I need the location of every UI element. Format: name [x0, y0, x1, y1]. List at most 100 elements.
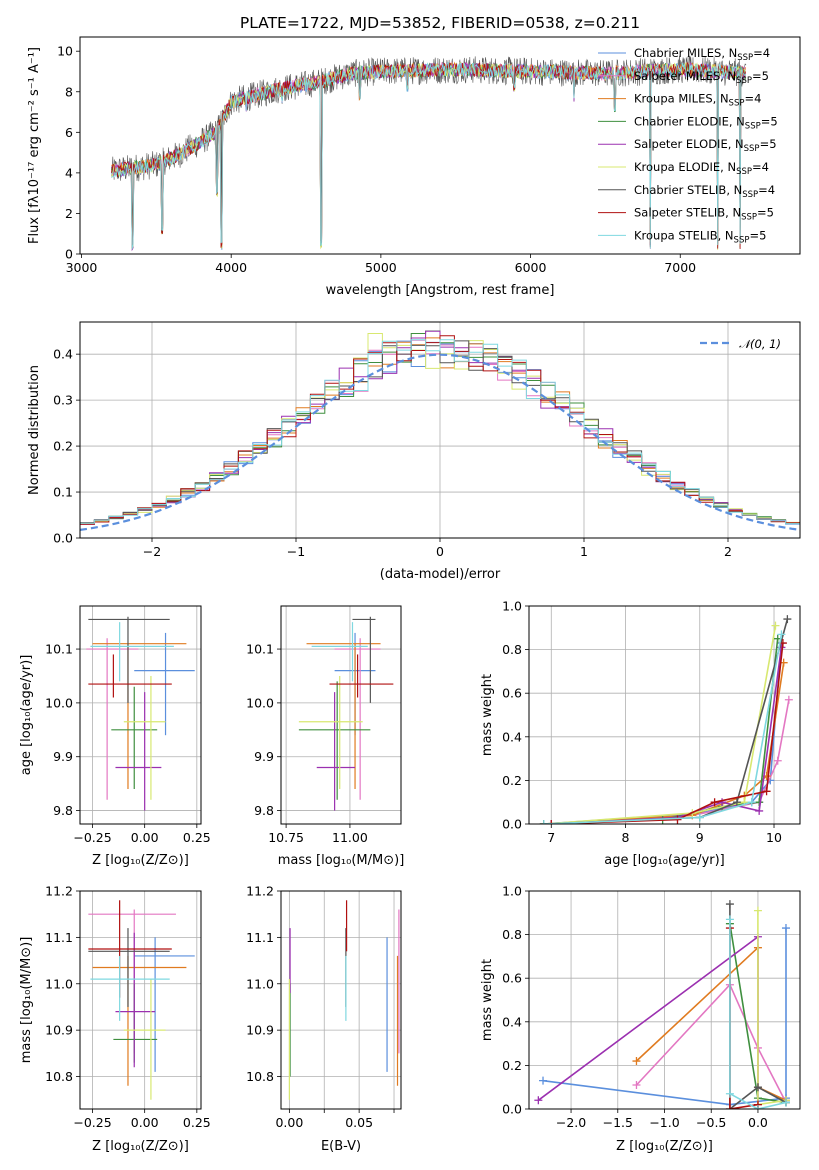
- legend-suffix: =5: [760, 137, 777, 151]
- weight-marker: [718, 798, 727, 807]
- legend-label: Chabrier MILES, N: [634, 46, 737, 60]
- weight-marker: [755, 798, 764, 807]
- y-axis-label: age [log₁₀(age/yr)]: [19, 655, 34, 776]
- histogram-step-series-6: [80, 340, 800, 524]
- axes-frame: [79, 890, 202, 1110]
- massweight-vs-age-panel: 7 8 9 10 0.0 0.2 0.4 0.6 0.8 1.0 age [log₁₀(age/yr…: [480, 599, 801, 868]
- y-tick-label: 0.0: [53, 531, 73, 546]
- histogram-group: [80, 330, 800, 531]
- legend-suffix: =4: [758, 183, 775, 197]
- x-tick-label: 10.75: [268, 830, 304, 845]
- x-tick-label: 0.00: [131, 830, 159, 845]
- axes-frame: [79, 321, 801, 539]
- y-tick-label: 8: [65, 84, 73, 99]
- legend-entry-normal: 𝒩(0, 1): [739, 337, 781, 351]
- legend-label: Chabrier ELODIE, N: [634, 114, 745, 128]
- mass-vs-metallicity-panel: −0.25 0.00 0.25 10.8 10.9 11.0 11.1 11.2 Z [log₁…: [19, 884, 211, 1155]
- weight-line-series-1: [551, 699, 790, 824]
- legend-entry-0: Chabrier MILES, NSSP=4: [634, 46, 770, 63]
- y-tick-label: 0.4: [502, 1014, 522, 1029]
- weight-marker: [725, 900, 734, 909]
- x-tick-label: 0.05: [345, 1115, 373, 1130]
- legend-suffix: =5: [749, 228, 766, 242]
- spectra-group: [111, 55, 747, 252]
- x-tick-label: 0.00: [131, 1115, 159, 1130]
- y-tick-label: 0.4: [502, 729, 522, 744]
- chart-title: PLATE=1722, MJD=53852, FIBERID=0538, z=0…: [240, 14, 640, 32]
- y-tick-label: 10: [57, 44, 73, 59]
- y-tick-label: 10.0: [246, 695, 274, 710]
- weight-marker: [539, 1076, 548, 1085]
- x-tick-label: −0.25: [73, 830, 111, 845]
- legend-suffix: =4: [753, 46, 770, 60]
- y-tick-label: 9.8: [53, 803, 73, 818]
- x-tick-label: 0: [436, 544, 444, 559]
- x-tick-label: 7000: [664, 260, 696, 275]
- weight-line-series-2: [543, 662, 785, 824]
- axes-frame: [79, 36, 801, 255]
- weight-marker: [710, 798, 719, 807]
- weight-marker: [747, 798, 756, 807]
- x-tick-label: 8: [622, 830, 630, 845]
- legend-subscript: SSP: [737, 53, 753, 63]
- weight-marker: [753, 906, 762, 915]
- y-tick-label: 6: [65, 125, 73, 140]
- weight-marker: [547, 820, 556, 824]
- x-tick-label: 2: [724, 544, 732, 559]
- y-tick-label: 9.8: [254, 803, 274, 818]
- y-tick-label: 0: [65, 247, 73, 262]
- weight-marker: [755, 806, 764, 815]
- legend-suffix: =4: [752, 160, 769, 174]
- weight-marker: [771, 621, 780, 630]
- x-axis-label: wavelength [Angstrom, rest frame]: [326, 283, 555, 298]
- legend-entry-8: Kroupa STELIB, NSSP=5: [634, 228, 766, 245]
- legend-label: Chabrier STELIB, N: [634, 183, 742, 197]
- x-tick-label: 9: [696, 830, 704, 845]
- legend-label: Salpeter ELODIE, N: [634, 137, 744, 151]
- massweight-vs-metallicity-panel: −2.0 −1.5 −1.0 −0.5 0.0 0.0 0.2 0.4 0.6 0.8 1.0 Z […: [480, 884, 801, 1154]
- residual-histogram-panel: −2 −1 0 1 2 0.0 0.1 0.2 0.3 0.4 𝒩(0, 1) (data-model…: [27, 321, 801, 582]
- x-axis-label: Z [log₁₀(Z/Z⊙)]: [92, 853, 189, 868]
- axes-frame: [528, 890, 801, 1110]
- legend-label: Salpeter MILES, N: [634, 69, 736, 83]
- axes-frame: [79, 605, 202, 825]
- x-axis-label: age [log₁₀(age/yr)]: [604, 853, 725, 868]
- spectrum-panel: 3000 4000 5000 6000 7000 0 2 4 6 8 10 PLATE=1722, M…: [27, 14, 801, 298]
- y-tick-label: 0.2: [53, 439, 73, 454]
- y-tick-label: 10.9: [45, 1023, 73, 1038]
- y-tick-label: 11.1: [246, 930, 274, 945]
- legend-label: Kroupa MILES, N: [634, 92, 729, 106]
- legend-label: Kroupa STELIB, N: [634, 228, 734, 242]
- x-tick-label: −0.25: [73, 1115, 111, 1130]
- weight-marker: [784, 695, 793, 704]
- age-vs-metallicity-panel: −0.25 0.00 0.25 9.8 9.9 10.0 10.1 Z [log₁₀(Z/Z⊙…: [19, 605, 211, 868]
- legend-entry-5: Kroupa ELODIE, NSSP=4: [634, 160, 769, 177]
- legend-subscript: SSP: [744, 144, 760, 154]
- y-tick-label: 10.9: [246, 1023, 274, 1038]
- legend-suffix: =4: [744, 92, 761, 106]
- x-tick-label: 4000: [215, 260, 247, 275]
- x-tick-label: −0.5: [696, 1115, 726, 1130]
- y-tick-label: 1.0: [502, 599, 522, 614]
- legend-entry-7: Salpeter STELIB, NSSP=5: [634, 206, 774, 223]
- legend-subscript: SSP: [741, 213, 757, 223]
- weight-marker: [732, 798, 741, 807]
- y-tick-label: 1.0: [502, 884, 522, 899]
- weight-line-series-4: [551, 647, 783, 824]
- axes-frame: [528, 605, 801, 825]
- weight-marker: [673, 815, 682, 824]
- y-tick-label: 9.9: [53, 749, 73, 764]
- y-axis-label: Flux [fλ10⁻¹⁷ erg cm⁻² s⁻¹ A⁻¹]: [27, 47, 42, 244]
- y-tick-label: 0.8: [502, 927, 522, 942]
- legend-entry-2: Kroupa MILES, NSSP=4: [634, 92, 761, 109]
- y-tick-label: 4: [65, 165, 73, 180]
- y-axis-label: mass weight: [480, 674, 495, 756]
- y-tick-label: 11.1: [45, 930, 73, 945]
- y-tick-label: 10.1: [45, 642, 73, 657]
- weight-marker: [539, 820, 548, 824]
- errorbars-group: [86, 616, 195, 811]
- y-tick-label: 10.8: [246, 1069, 274, 1084]
- weight-marker: [773, 756, 782, 765]
- y-tick-label: 9.9: [254, 749, 274, 764]
